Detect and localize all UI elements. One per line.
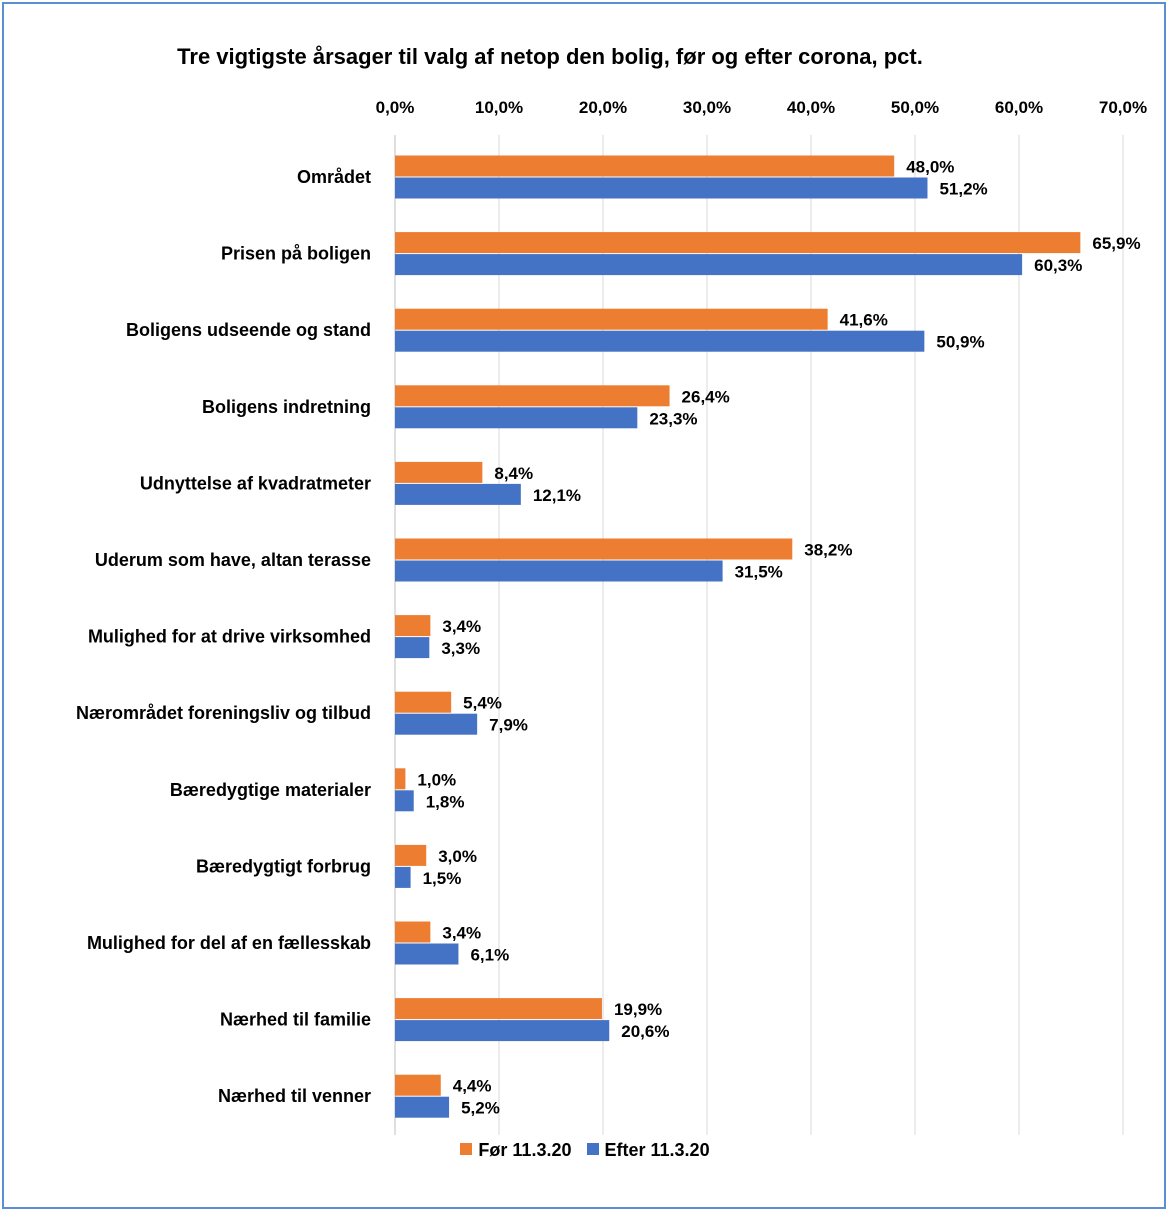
bar-after (395, 943, 459, 965)
bar-after (395, 637, 430, 659)
bar-before (395, 155, 895, 177)
bar-before (395, 691, 452, 713)
data-label-after: 12,1% (533, 486, 581, 505)
data-label-after: 6,1% (470, 946, 509, 965)
x-tick-label: 70,0% (1099, 98, 1147, 117)
bar-after (395, 407, 638, 429)
bar-after (395, 483, 521, 505)
x-tick-label: 10,0% (475, 98, 523, 117)
category-label: Bæredygtigt forbrug (196, 856, 371, 876)
data-label-after: 60,3% (1034, 256, 1082, 275)
category-label: Området (297, 167, 371, 187)
data-label-before: 41,6% (840, 311, 888, 330)
bar-after (395, 330, 925, 352)
data-label-before: 4,4% (453, 1077, 492, 1096)
bar-after (395, 1096, 450, 1118)
bar-after (395, 713, 478, 735)
bar-before (395, 461, 483, 483)
data-label-before: 3,4% (442, 617, 481, 636)
chart-title: Tre vigtigste årsager til valg af netop … (177, 44, 923, 69)
x-tick-label: 0,0% (376, 98, 415, 117)
data-label-after: 1,8% (426, 792, 465, 811)
bar-after (395, 177, 928, 199)
category-label: Uderum som have, altan terasse (95, 550, 371, 570)
bar-before (395, 615, 431, 637)
x-tick-label: 60,0% (995, 98, 1043, 117)
data-label-after: 3,3% (441, 639, 480, 658)
x-tick-label: 30,0% (683, 98, 731, 117)
data-label-before: 3,4% (442, 924, 481, 943)
category-label: Bæredygtige materialer (170, 780, 371, 800)
bar-before (395, 998, 602, 1020)
data-label-after: 50,9% (936, 333, 984, 352)
category-label: Nærhed til venner (218, 1086, 371, 1106)
legend-swatch-before (460, 1143, 473, 1156)
bar-before (395, 308, 828, 330)
x-tick-label: 50,0% (891, 98, 939, 117)
data-label-before: 1,0% (417, 770, 456, 789)
data-label-before: 3,0% (438, 847, 477, 866)
category-label: Prisen på boligen (221, 244, 371, 264)
legend: Før 11.3.20 Efter 11.3.20 (0, 1140, 1170, 1161)
category-label: Boligens udseende og stand (126, 320, 371, 340)
bar-after (395, 1020, 610, 1042)
x-tick-label: 20,0% (579, 98, 627, 117)
category-label: Nærområdet foreningsliv og tilbud (76, 703, 371, 723)
bar-before (395, 921, 431, 943)
data-label-before: 19,9% (614, 1000, 662, 1019)
bar-before (395, 232, 1081, 254)
legend-swatch-after (586, 1143, 599, 1156)
bar-before (395, 1074, 441, 1096)
bar-after (395, 254, 1023, 276)
data-label-after: 5,2% (461, 1099, 500, 1118)
data-label-after: 31,5% (735, 563, 783, 582)
bar-before (395, 385, 670, 407)
data-label-before: 5,4% (463, 694, 502, 713)
data-label-before: 65,9% (1092, 234, 1140, 253)
category-label: Mulighed for at drive virksomhed (88, 627, 371, 647)
bar-before (395, 538, 793, 560)
data-label-after: 7,9% (489, 716, 528, 735)
legend-item-before: Før 11.3.20 (460, 1140, 571, 1161)
data-label-after: 51,2% (939, 180, 987, 199)
bar-after (395, 866, 411, 888)
category-label: Mulighed for del af en fællesskab (87, 933, 371, 953)
category-label: Nærhed til familie (220, 1010, 371, 1030)
legend-label-before: Før 11.3.20 (478, 1140, 572, 1160)
data-label-before: 48,0% (906, 158, 954, 177)
legend-label-after: Efter 11.3.20 (604, 1140, 710, 1160)
bar-before (395, 768, 406, 790)
data-label-after: 23,3% (649, 409, 697, 428)
bar-before (395, 844, 427, 866)
category-label: Udnyttelse af kvadratmeter (140, 473, 371, 493)
legend-item-after: Efter 11.3.20 (586, 1140, 710, 1161)
category-label: Boligens indretning (202, 397, 371, 417)
data-label-before: 8,4% (494, 464, 533, 483)
data-label-after: 20,6% (621, 1022, 669, 1041)
data-label-after: 1,5% (423, 869, 462, 888)
bar-after (395, 790, 414, 812)
data-label-before: 26,4% (682, 387, 730, 406)
x-tick-label: 40,0% (787, 98, 835, 117)
data-label-before: 38,2% (804, 541, 852, 560)
bar-after (395, 560, 723, 582)
